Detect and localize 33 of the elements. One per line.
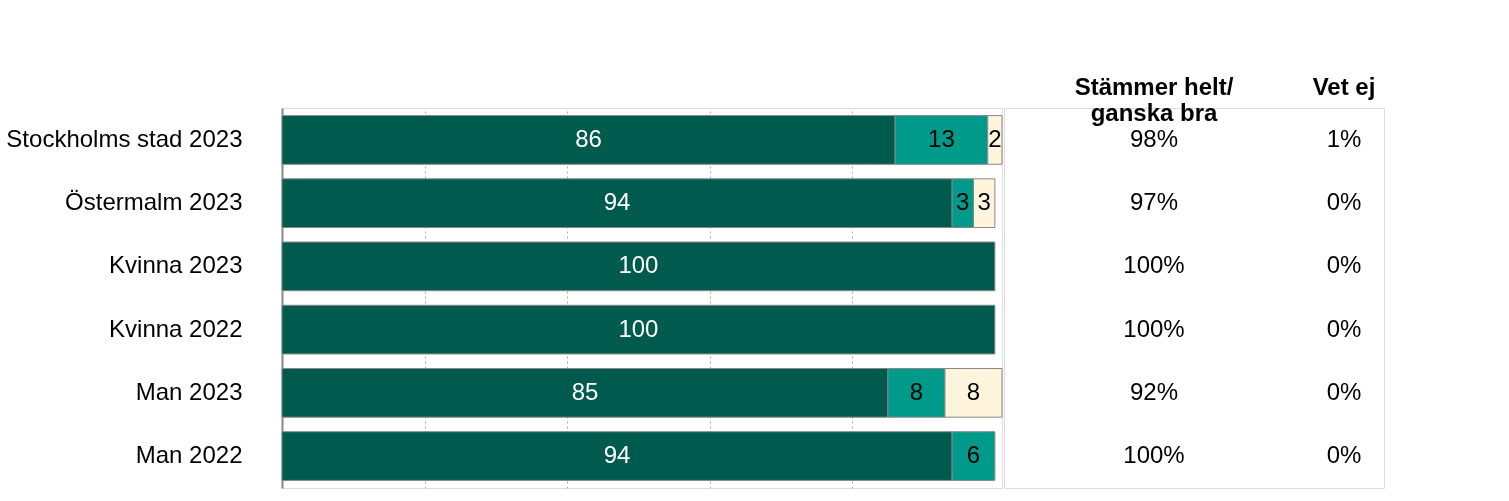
text: 0% [1326, 441, 1362, 469]
data-label: 100 [618, 251, 659, 279]
data-label: 6 [966, 441, 981, 469]
text: 98% [1129, 124, 1179, 152]
data-label: 8 [909, 377, 924, 405]
text: 100% [1123, 441, 1185, 469]
text: 1% [1326, 124, 1362, 152]
y-tick-label: Man 2022 [135, 441, 243, 469]
text: 97% [1129, 188, 1179, 215]
text: 0% [1326, 314, 1362, 342]
y-tick-label: Stockholms stad 2023 [6, 124, 243, 152]
text: 100% [1123, 251, 1185, 279]
text: 92% [1129, 378, 1179, 405]
data-label: 3 [977, 188, 991, 216]
data-label: 94 [603, 188, 631, 216]
data-label: 3 [956, 188, 970, 216]
data-label: 94 [603, 441, 631, 469]
y-tick-label: Kvinna 2023 [109, 251, 243, 279]
y-tick-label: Man 2023 [135, 377, 243, 405]
data-label: 100 [618, 314, 659, 342]
text: Vet ej [1312, 73, 1376, 100]
text: Stämmer helt/ ganska bra [1074, 73, 1234, 126]
data-label: 8 [966, 377, 981, 405]
data-label: 13 [928, 124, 955, 152]
y-tick-label: Östermalm 2023 [65, 188, 243, 216]
text: 0% [1326, 251, 1362, 279]
text: 100% [1123, 314, 1185, 342]
text: 0% [1326, 188, 1362, 215]
data-label: 85 [571, 377, 599, 405]
y-tick-label: Kvinna 2022 [109, 314, 243, 342]
data-label: 2 [988, 124, 1002, 152]
text: 0% [1326, 378, 1362, 405]
data-label: 86 [575, 124, 602, 152]
